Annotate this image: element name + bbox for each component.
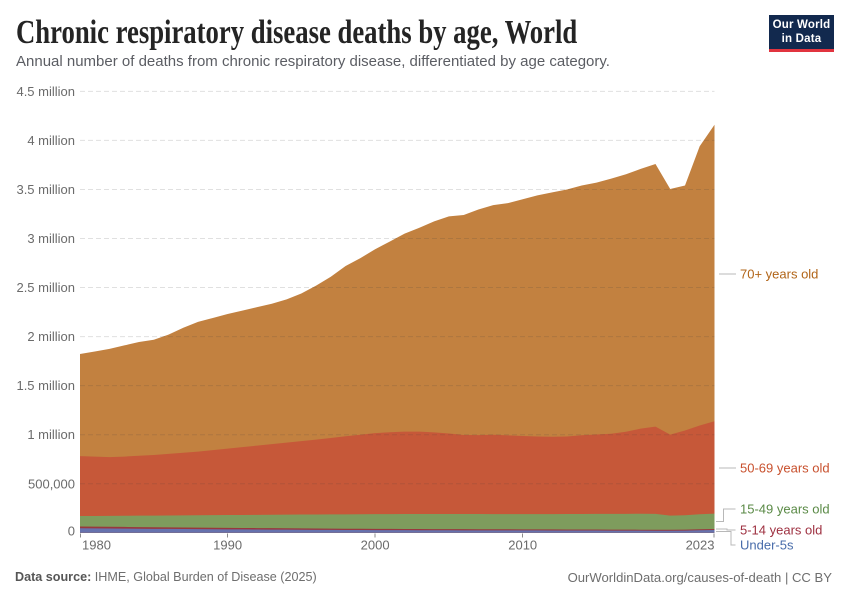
svg-text:1980: 1980 bbox=[82, 538, 111, 553]
svg-text:500,000: 500,000 bbox=[28, 476, 75, 491]
svg-text:1990: 1990 bbox=[213, 538, 242, 553]
svg-text:4.5 million: 4.5 million bbox=[16, 84, 75, 99]
svg-text:2010: 2010 bbox=[508, 538, 537, 553]
svg-text:3.5 million: 3.5 million bbox=[16, 182, 75, 197]
svg-text:5-14 years old: 5-14 years old bbox=[740, 523, 822, 538]
svg-text:2023: 2023 bbox=[686, 538, 715, 553]
svg-text:Under-5s: Under-5s bbox=[740, 538, 794, 553]
svg-text:1 million: 1 million bbox=[27, 427, 75, 442]
svg-text:3 million: 3 million bbox=[27, 231, 75, 246]
svg-text:0: 0 bbox=[68, 524, 75, 539]
svg-text:2 million: 2 million bbox=[27, 329, 75, 344]
svg-text:2000: 2000 bbox=[361, 538, 390, 553]
svg-text:70+ years old: 70+ years old bbox=[740, 267, 818, 282]
svg-text:50-69 years old: 50-69 years old bbox=[740, 461, 830, 476]
svg-text:4 million: 4 million bbox=[27, 133, 75, 148]
svg-text:1.5 million: 1.5 million bbox=[16, 378, 75, 393]
svg-text:2.5 million: 2.5 million bbox=[16, 280, 75, 295]
svg-text:15-49 years old: 15-49 years old bbox=[740, 502, 830, 517]
